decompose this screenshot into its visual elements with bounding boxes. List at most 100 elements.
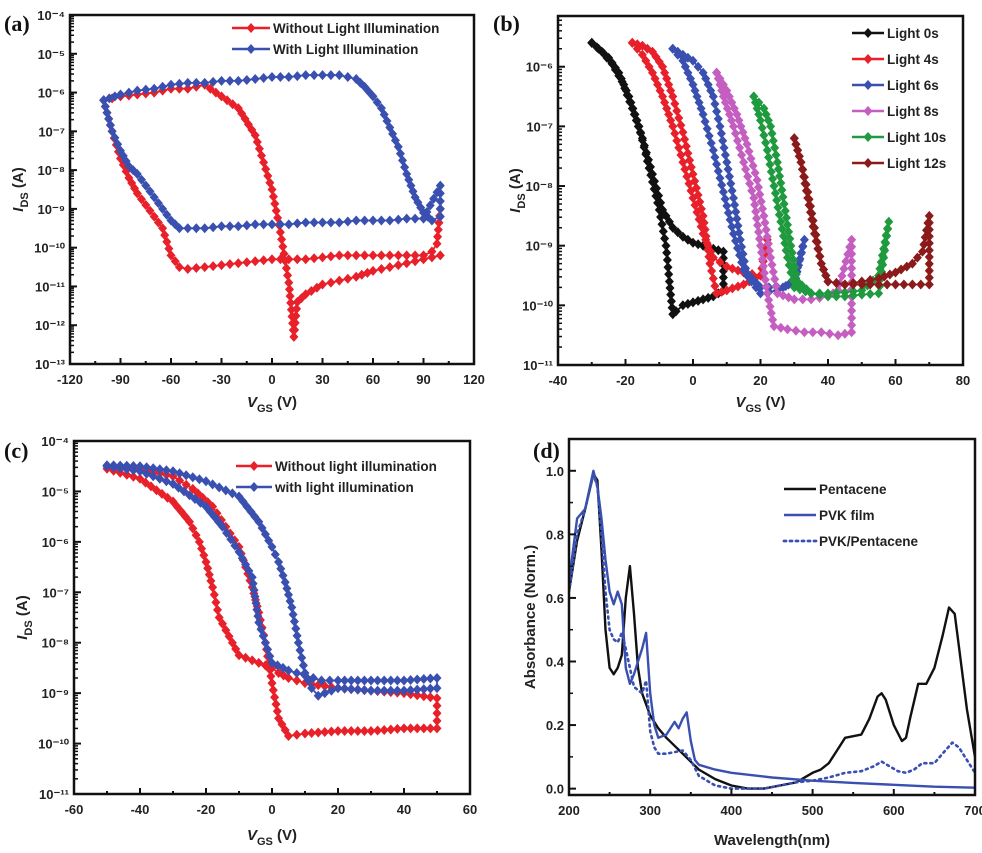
data-point — [427, 215, 437, 226]
x-tick-label: -30 — [212, 372, 231, 387]
data-point — [723, 207, 733, 218]
data-point — [432, 238, 442, 249]
data-point — [191, 530, 201, 541]
data-point — [313, 727, 323, 738]
legend-item: PVK/Pentacene — [782, 534, 919, 549]
y-tick-label: 10⁻⁶ — [42, 535, 69, 550]
panel-c-x-ticks: -60 -40 -20 0 20 40 60 — [65, 788, 477, 817]
data-point — [359, 726, 369, 736]
data-point — [664, 276, 674, 287]
data-point — [275, 254, 285, 265]
data-point — [678, 300, 688, 311]
data-point — [775, 171, 785, 182]
data-point — [831, 291, 841, 302]
data-point — [379, 685, 389, 696]
data-point — [661, 240, 671, 251]
data-point — [402, 213, 412, 224]
data-point — [292, 668, 302, 678]
data-point — [718, 135, 728, 146]
data-point — [786, 240, 796, 251]
data-point — [435, 203, 445, 214]
data-point — [742, 270, 752, 281]
data-point — [918, 246, 927, 257]
data-point — [681, 141, 691, 152]
legend-item: Light 8s — [852, 104, 939, 119]
panel-d-y-ticks: 0.0 0.2 0.4 0.6 0.8 1.0 — [546, 464, 576, 797]
data-point — [757, 254, 767, 265]
x-tick-label: 200 — [558, 803, 580, 818]
data-point — [427, 246, 437, 257]
data-point — [135, 461, 145, 472]
data-point — [432, 683, 442, 694]
data-point — [765, 159, 775, 170]
data-point — [924, 238, 934, 249]
data-point — [221, 485, 231, 496]
y-tick-label: 0.2 — [546, 718, 564, 733]
data-point — [250, 219, 260, 230]
data-point — [766, 166, 776, 177]
x-tick-label: -40 — [549, 373, 568, 388]
data-point — [768, 314, 778, 325]
data-point — [646, 170, 656, 181]
series-line — [569, 472, 975, 790]
data-point — [284, 277, 294, 288]
data-point — [343, 250, 353, 261]
data-point — [759, 130, 769, 141]
data-point — [755, 233, 764, 244]
legend-marker — [863, 80, 873, 90]
data-point — [639, 142, 649, 153]
data-point — [185, 516, 194, 527]
y-tick-label: 10⁻¹⁰ — [522, 298, 554, 313]
data-point — [271, 699, 281, 710]
data-point — [360, 215, 370, 226]
legend-item: Light 6s — [852, 78, 939, 93]
data-point — [799, 172, 809, 183]
data-point — [764, 295, 774, 305]
data-point — [816, 327, 826, 338]
data-point — [230, 540, 240, 551]
data-point — [267, 219, 277, 230]
data-point — [698, 210, 708, 221]
data-point — [145, 186, 155, 197]
data-point — [716, 128, 726, 139]
data-point — [610, 62, 620, 73]
data-point — [153, 198, 163, 209]
x-tick-label: -90 — [111, 372, 130, 387]
data-point — [710, 99, 720, 109]
data-point — [811, 229, 821, 240]
panel-b-label: (b) — [493, 11, 520, 36]
series-a-0 — [99, 79, 445, 342]
data-point — [847, 256, 857, 267]
data-point — [772, 195, 782, 206]
data-point — [776, 322, 786, 333]
x-tick-label: -60 — [65, 802, 84, 817]
data-point — [346, 684, 356, 695]
data-point — [587, 37, 597, 48]
panel-c-label: (c) — [4, 438, 28, 463]
data-point — [217, 91, 226, 102]
legend-label: Pentacene — [819, 482, 887, 497]
data-point — [225, 259, 235, 270]
data-point — [737, 241, 747, 252]
data-point — [627, 37, 637, 48]
y-tick-label: 10⁻⁹ — [526, 239, 554, 254]
data-point — [924, 210, 934, 221]
data-point — [225, 75, 235, 86]
data-point — [730, 199, 740, 210]
data-point — [242, 220, 252, 231]
y-tick-label: 10⁻⁵ — [38, 47, 65, 62]
data-point — [777, 224, 787, 234]
data-point — [722, 200, 732, 211]
legend-marker — [249, 461, 259, 471]
data-point — [749, 91, 759, 102]
data-point — [274, 557, 284, 567]
data-point — [841, 256, 851, 267]
series-b-4 — [749, 91, 894, 302]
data-point — [292, 729, 302, 740]
data-point — [761, 281, 771, 292]
data-point — [254, 516, 264, 527]
data-point — [288, 318, 298, 329]
data-point — [803, 187, 813, 197]
data-point — [313, 690, 323, 701]
data-point — [793, 276, 803, 287]
